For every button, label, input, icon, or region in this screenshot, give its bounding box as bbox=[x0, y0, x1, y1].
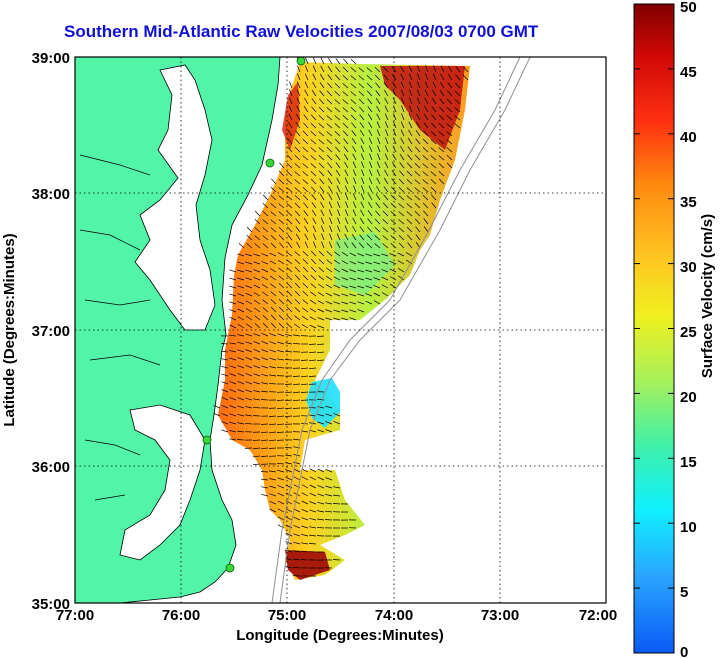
plot-frame bbox=[74, 56, 607, 604]
river-inlets bbox=[79, 154, 161, 501]
colorbar-tick-label: 25 bbox=[680, 324, 697, 341]
velocity-vectors bbox=[213, 57, 469, 577]
y-tick-label: 36:00 bbox=[32, 459, 70, 476]
velocity-field bbox=[218, 62, 470, 580]
colorbar-tick-label: 35 bbox=[680, 194, 697, 211]
y-tick-label: 38:00 bbox=[32, 186, 70, 203]
x-axis: 77:00 76:00 75:00 74:00 73:00 72:00 Long… bbox=[56, 607, 617, 644]
colorbar: 50 45 40 35 30 25 20 15 10 5 0 Surface V… bbox=[633, 0, 716, 659]
x-tick-label: 76:00 bbox=[162, 607, 200, 624]
y-tick-label: 35:00 bbox=[32, 596, 70, 613]
station-marker bbox=[265, 158, 275, 168]
x-tick-label: 74:00 bbox=[375, 607, 413, 624]
x-tick-label: 73:00 bbox=[481, 607, 519, 624]
colorbar-scale bbox=[633, 3, 675, 654]
x-axis-label: Longitude (Degrees:Minutes) bbox=[236, 627, 444, 644]
y-axis-label: Latitude (Degrees:Minutes) bbox=[1, 233, 18, 426]
colorbar-tick-label: 0 bbox=[680, 644, 688, 659]
map-title: Southern Mid-Atlantic Raw Velocities 200… bbox=[64, 22, 539, 41]
sound-water bbox=[119, 404, 206, 561]
y-tick-label: 37:00 bbox=[32, 323, 70, 340]
colorbar-tick-label: 20 bbox=[680, 389, 697, 406]
x-tick-label: 75:00 bbox=[268, 607, 306, 624]
station-marker bbox=[202, 435, 212, 445]
colorbar-tick-label: 30 bbox=[680, 259, 697, 276]
colorbar-tick-label: 40 bbox=[680, 129, 697, 146]
colorbar-tick-label: 50 bbox=[680, 0, 697, 16]
y-tick-label: 39:00 bbox=[32, 50, 70, 67]
x-tick-label: 72:00 bbox=[579, 607, 617, 624]
chesapeake-bay bbox=[134, 64, 216, 331]
colorbar-label: Surface Velocity (cm/s) bbox=[699, 214, 716, 378]
colorbar-tick-label: 5 bbox=[680, 584, 688, 601]
colorbar-tick-label: 15 bbox=[680, 454, 697, 471]
colorbar-tick-label: 45 bbox=[680, 64, 697, 81]
land-mass bbox=[75, 57, 281, 603]
isobath-lines bbox=[271, 57, 531, 603]
y-axis: 39:00 38:00 37:00 36:00 35:00 Latitude (… bbox=[1, 50, 70, 613]
velocity-high-zone-south bbox=[285, 550, 330, 580]
station-markers bbox=[202, 57, 306, 573]
map-grid bbox=[75, 57, 606, 603]
station-marker bbox=[296, 57, 306, 66]
colorbar-tick-label: 10 bbox=[680, 519, 697, 536]
station-marker bbox=[225, 563, 235, 573]
velocity-high-zone-north bbox=[282, 82, 300, 150]
x-tick-label: 77:00 bbox=[56, 607, 94, 624]
